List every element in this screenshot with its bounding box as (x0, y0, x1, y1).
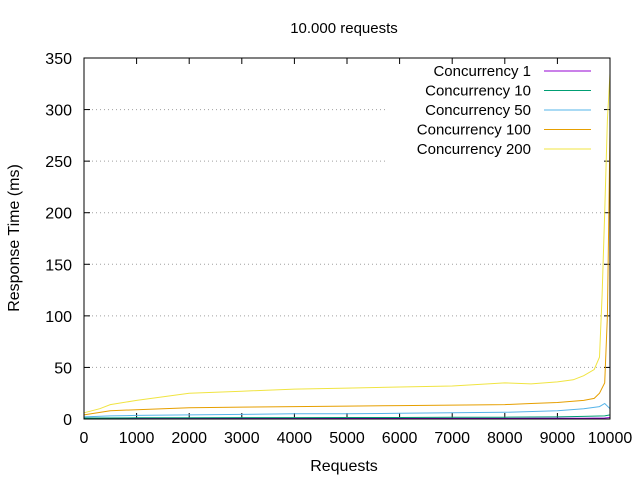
series-line-concurrency-100 (83, 130, 611, 416)
series-line-concurrency-10 (83, 414, 611, 419)
x-tick-label-10: 10000 (588, 430, 633, 447)
series-line-concurrency-200 (83, 73, 611, 414)
y-tick-label-4: 200 (45, 206, 72, 223)
x-tick-label-9: 9000 (540, 430, 576, 447)
x-tick-label-8: 8000 (487, 430, 523, 447)
x-tick-label-4: 4000 (277, 430, 313, 447)
y-axis-label: Response Time (ms) (6, 164, 23, 312)
legend-label-concurrency-100: Concurrency 100 (417, 122, 531, 139)
series-line-concurrency-1 (83, 417, 611, 419)
x-tick-label-3: 3000 (224, 430, 260, 447)
x-tick-label-0: 0 (80, 430, 89, 447)
x-tick-label-2: 2000 (171, 430, 207, 447)
legend-label-concurrency-1: Concurrency 1 (433, 63, 531, 80)
series-line-concurrency-50 (83, 402, 611, 418)
chart-title: 10.000 requests (290, 20, 398, 37)
y-tick-label-7: 350 (45, 51, 72, 68)
x-tick-label-5: 5000 (329, 430, 365, 447)
grid-layer (84, 109, 610, 368)
y-tick-label-6: 300 (45, 103, 72, 120)
y-tick-label-3: 150 (45, 257, 72, 274)
legend-label-concurrency-200: Concurrency 200 (417, 141, 531, 158)
x-tick-label-1: 1000 (119, 430, 155, 447)
x-tick-label-7: 7000 (434, 430, 470, 447)
y-tick-label-2: 100 (45, 309, 72, 326)
legend-label-concurrency-10: Concurrency 10 (425, 83, 531, 100)
x-tick-label-6: 6000 (382, 430, 418, 447)
legend-label-concurrency-50: Concurrency 50 (425, 102, 531, 119)
plot-frame (83, 57, 611, 420)
legend: Concurrency 1 Concurrency 10 Concurrency 5… (417, 63, 591, 158)
y-tick-label-0: 0 (63, 412, 72, 429)
y-tick-label-5: 250 (45, 154, 72, 171)
y-tick-label-1: 50 (54, 360, 72, 377)
x-axis-ticks: 0 1000 2000 3000 4000 5000 6000 7000 8000 9000 100… (80, 58, 633, 447)
series-layer (83, 73, 611, 419)
y-axis-ticks: 0 50 100 150 200 250 300 350 (45, 51, 610, 429)
x-axis-label: Requests (310, 458, 378, 475)
